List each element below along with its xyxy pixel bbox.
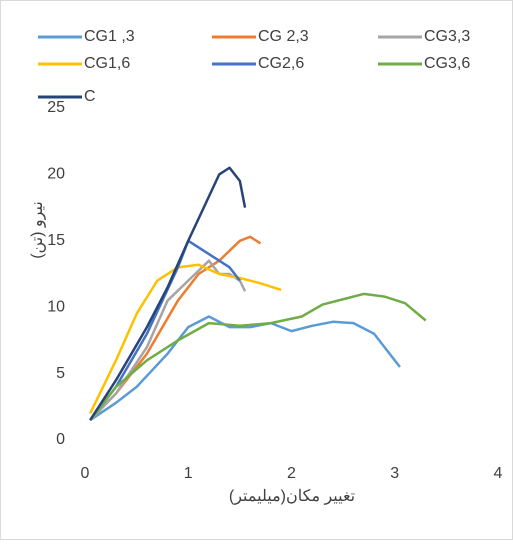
legend-label: CG2,6 [258, 55, 304, 72]
legend-label: C [84, 88, 96, 105]
x-tick-label: 4 [494, 465, 503, 482]
y-tick-label: 5 [56, 365, 65, 382]
legend-label: CG1,6 [84, 55, 130, 72]
x-tick-label: 2 [287, 465, 296, 482]
series-line [89, 166, 247, 421]
y-tick-label: 25 [47, 99, 65, 116]
x-axis-label: تغییر مکان(میلیمتر) [229, 488, 355, 505]
series-line [89, 292, 427, 421]
y-tick-label: 0 [56, 431, 65, 448]
x-tick-label: 0 [81, 465, 90, 482]
legend-label: CG 2,3 [258, 28, 309, 45]
y-tick-label: 10 [47, 298, 65, 315]
y-axis-label: نیرو (تن) [29, 201, 46, 259]
legend-label: CG3,6 [424, 55, 470, 72]
x-tick-label: 3 [390, 465, 399, 482]
series-line [89, 263, 282, 414]
y-tick-label: 15 [47, 232, 65, 249]
legend-label: CG3,3 [424, 28, 470, 45]
legend-label: CG1 ,3 [84, 28, 135, 45]
y-tick-label: 20 [47, 166, 65, 183]
x-tick-label: 1 [184, 465, 193, 482]
